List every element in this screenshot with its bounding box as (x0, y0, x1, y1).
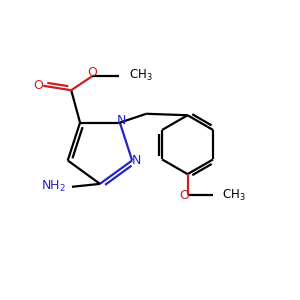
Text: O: O (88, 66, 97, 79)
Text: N: N (117, 114, 126, 127)
Text: CH$_3$: CH$_3$ (222, 188, 246, 203)
Text: N: N (132, 154, 141, 167)
Text: CH$_3$: CH$_3$ (129, 68, 153, 83)
Text: O: O (179, 189, 189, 203)
Text: O: O (33, 79, 43, 92)
Text: NH$_2$: NH$_2$ (40, 179, 65, 194)
